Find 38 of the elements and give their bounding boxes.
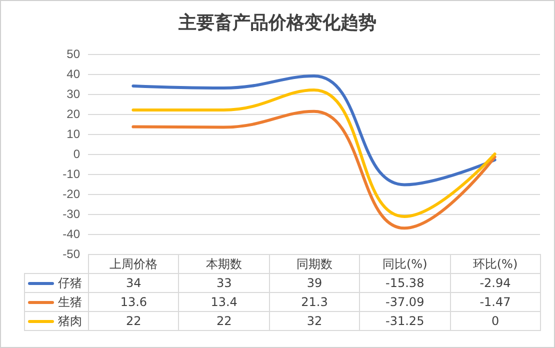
y-tick-label: -40 <box>62 227 80 241</box>
data-label: 34 <box>88 274 179 292</box>
data-label: -15.38 <box>360 274 450 292</box>
y-tick-label: -20 <box>62 187 80 201</box>
line-series <box>132 74 496 186</box>
y-tick-label: -50 <box>62 247 80 261</box>
data-label: 21.3 <box>269 292 360 312</box>
y-tick-label: 30 <box>66 87 80 101</box>
data-label: 0 <box>450 312 540 330</box>
data-label: 22 <box>178 312 270 330</box>
data-label: 22 <box>88 312 179 330</box>
data-label: -1.47 <box>450 292 540 312</box>
y-tick-label: 20 <box>66 107 80 121</box>
legend-label: 仔猪 <box>24 274 88 292</box>
data-label: 13.4 <box>178 292 270 312</box>
data-label: -2.94 <box>450 274 540 292</box>
x-tick-label: 上周价格 <box>88 254 179 274</box>
y-tick-label: 40 <box>66 67 80 81</box>
data-label: -37.09 <box>360 292 450 312</box>
y-tick-label: -30 <box>62 207 80 221</box>
x-tick-label: 同比(%) <box>360 254 450 274</box>
y-tick-label: 50 <box>66 47 80 61</box>
data-label: -31.25 <box>360 312 450 330</box>
data-label: 32 <box>269 312 360 330</box>
line-series <box>132 110 496 230</box>
data-label: 39 <box>269 274 360 292</box>
data-label: 13.6 <box>88 292 179 312</box>
legend-label: 猪肉 <box>24 312 88 330</box>
y-tick-label: 0 <box>73 147 80 161</box>
y-tick-label: 10 <box>66 127 80 141</box>
y-tick-label: -10 <box>62 167 80 181</box>
x-tick-label: 同期数 <box>269 254 360 274</box>
chart-title: 主要畜产品价格变化趋势 <box>178 12 376 34</box>
x-tick-label: 环比(%) <box>450 254 540 274</box>
legend-label: 生猪 <box>24 292 88 312</box>
x-tick-label: 本期数 <box>178 254 270 274</box>
data-label: 33 <box>178 274 270 292</box>
line-series <box>132 88 496 218</box>
